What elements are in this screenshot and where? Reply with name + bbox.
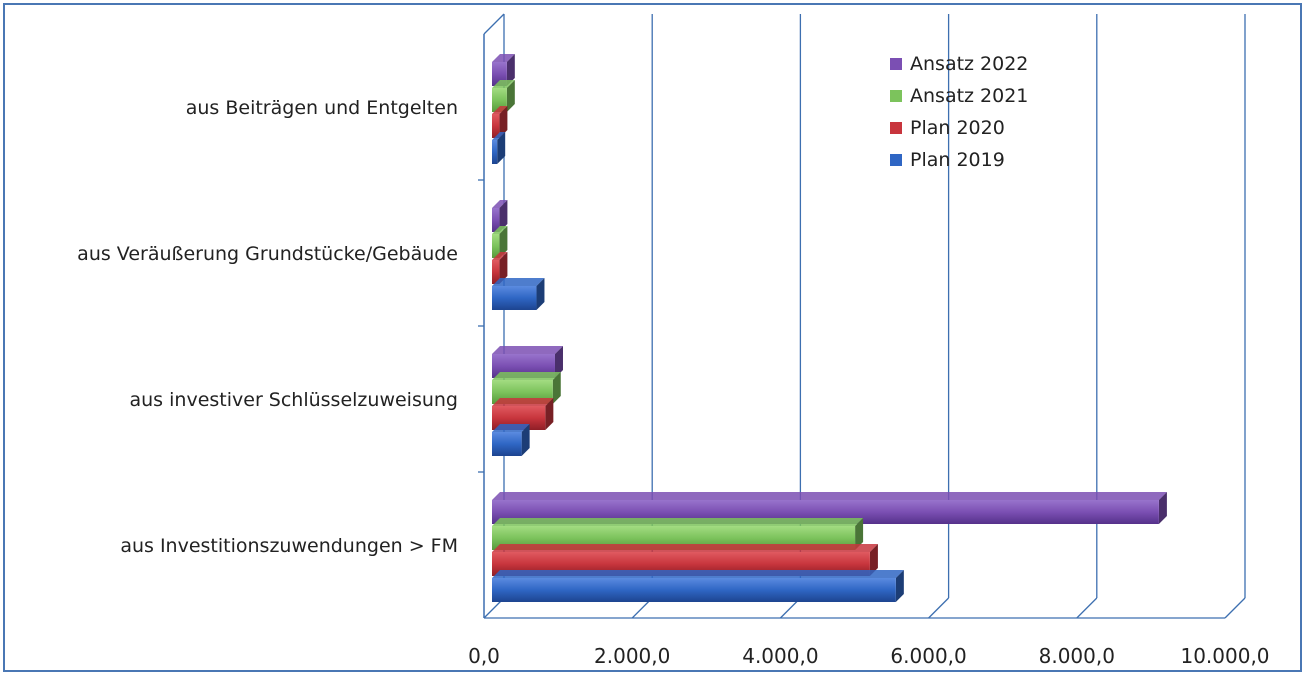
bar-end <box>855 518 864 550</box>
bar-top <box>492 54 515 62</box>
x-tick-label: 10.000,0 <box>1180 644 1269 668</box>
bar-plan-2020 <box>492 114 500 138</box>
bar-top <box>492 346 563 354</box>
bar-plan-2019 <box>492 432 522 456</box>
category-label: aus Veräußerung Grundstücke/Gebäude <box>77 243 458 265</box>
bar-end <box>1158 492 1167 524</box>
bar-top <box>492 398 554 406</box>
floor-gridline <box>928 597 950 619</box>
x-tick-labels: 0,0 2.000,0 4.000,0 6.000,0 8.000,0 10.000,0 <box>468 644 1269 668</box>
legend: Ansatz 2022 Ansatz 2021 Plan 2020 Plan 2019 <box>890 53 1028 171</box>
bar-top <box>492 132 506 140</box>
bar-end <box>499 200 508 232</box>
category-labels: aus Beiträgen und Entgelten aus Veräußeru… <box>77 97 458 557</box>
bar-end <box>499 226 508 258</box>
floor-gridline <box>1076 597 1098 619</box>
category-label: aus Investitionszuwendungen > FM <box>120 535 458 557</box>
x-tick-label: 6.000,0 <box>890 644 966 668</box>
wall-edge <box>483 13 505 35</box>
bar-end <box>895 570 904 602</box>
bar-top <box>492 544 878 552</box>
bar-top <box>492 424 530 432</box>
bar-top <box>492 226 508 234</box>
bar-ansatz-2021 <box>492 234 500 258</box>
bar-top <box>492 278 545 286</box>
legend-label: Ansatz 2022 <box>910 53 1028 75</box>
bar-end <box>545 398 554 430</box>
x-tick-label: 0,0 <box>468 644 500 668</box>
bar-ansatz-2022 <box>492 208 500 232</box>
bar-top <box>492 80 515 88</box>
bar-top <box>492 106 508 114</box>
bar-end <box>536 278 545 310</box>
bars <box>492 54 1167 602</box>
bar-top <box>492 252 508 260</box>
bar-plan-2020 <box>492 260 500 284</box>
bar-plan-2019 <box>492 578 896 602</box>
bar-top <box>492 492 1167 500</box>
category-label: aus Beiträgen und Entgelten <box>186 97 458 119</box>
legend-label: Plan 2019 <box>910 149 1005 171</box>
bar-top <box>492 570 904 578</box>
floor-gridline <box>1224 597 1246 619</box>
bar-top <box>492 372 561 380</box>
legend-label: Plan 2020 <box>910 117 1005 139</box>
bar-plan-2019 <box>492 286 537 310</box>
bar-end <box>497 132 506 164</box>
legend-swatch <box>890 154 902 166</box>
legend-swatch <box>890 58 902 70</box>
bar-end <box>869 544 878 576</box>
bar-top <box>492 200 508 208</box>
legend-label: Ansatz 2021 <box>910 85 1028 107</box>
bar-end <box>552 372 561 404</box>
x-tick-label: 2.000,0 <box>594 644 670 668</box>
bar-end <box>521 424 530 456</box>
x-tick-label: 4.000,0 <box>742 644 818 668</box>
bar-top <box>492 518 864 526</box>
legend-swatch <box>890 122 902 134</box>
bar-end <box>506 80 515 112</box>
bar-end <box>554 346 563 378</box>
bar-end <box>499 106 508 138</box>
x-tick-label: 8.000,0 <box>1039 644 1115 668</box>
category-label: aus investiver Schlüsselzuweisung <box>130 389 459 411</box>
legend-swatch <box>890 90 902 102</box>
bar-plan-2019 <box>492 140 498 164</box>
bar-end <box>499 252 508 284</box>
bar-end <box>506 54 515 86</box>
